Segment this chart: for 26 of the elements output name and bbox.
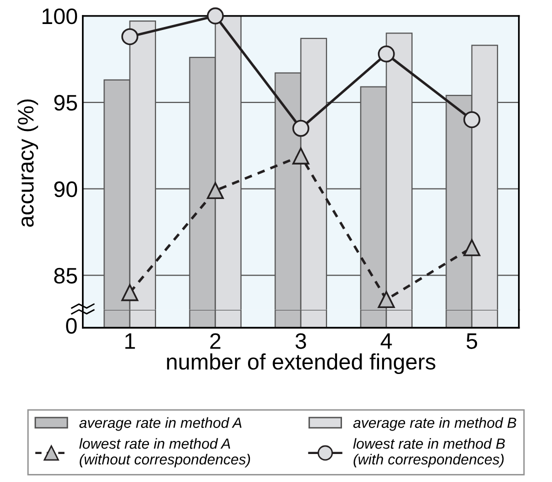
point (292, 120, 310, 137)
point (121, 284, 138, 302)
x-tick-label: 1 (125, 333, 135, 349)
point (292, 148, 310, 164)
y-axis-title: accuracy (%) (17, 99, 38, 227)
point (463, 111, 480, 128)
y-tick-label: 85 (54, 268, 78, 284)
x-axis-title: number of extended fingers (167, 353, 436, 374)
x-tick-label: 4 (380, 333, 392, 349)
y-tick-label: 95 (54, 94, 78, 111)
legend-label: lowest rate in method A (without correspondences) (79, 438, 250, 468)
point (121, 28, 138, 46)
text: 0 (66, 318, 77, 334)
x-tick-label: 5 (466, 333, 478, 349)
point (378, 45, 395, 62)
point (463, 239, 480, 256)
y-tick-label: 100 (42, 8, 78, 24)
x-tick-label: 3 (296, 333, 306, 349)
legend-label: average rate in method A (79, 417, 242, 431)
point (206, 182, 224, 200)
y-tick-label: 90 (54, 181, 78, 198)
x-tick-label: 2 (210, 333, 220, 349)
legend-label: lowest rate in method B (with correspondences) (353, 438, 505, 468)
legend-label: average rate in method B (353, 417, 516, 431)
point (378, 291, 395, 308)
point (206, 7, 224, 24)
